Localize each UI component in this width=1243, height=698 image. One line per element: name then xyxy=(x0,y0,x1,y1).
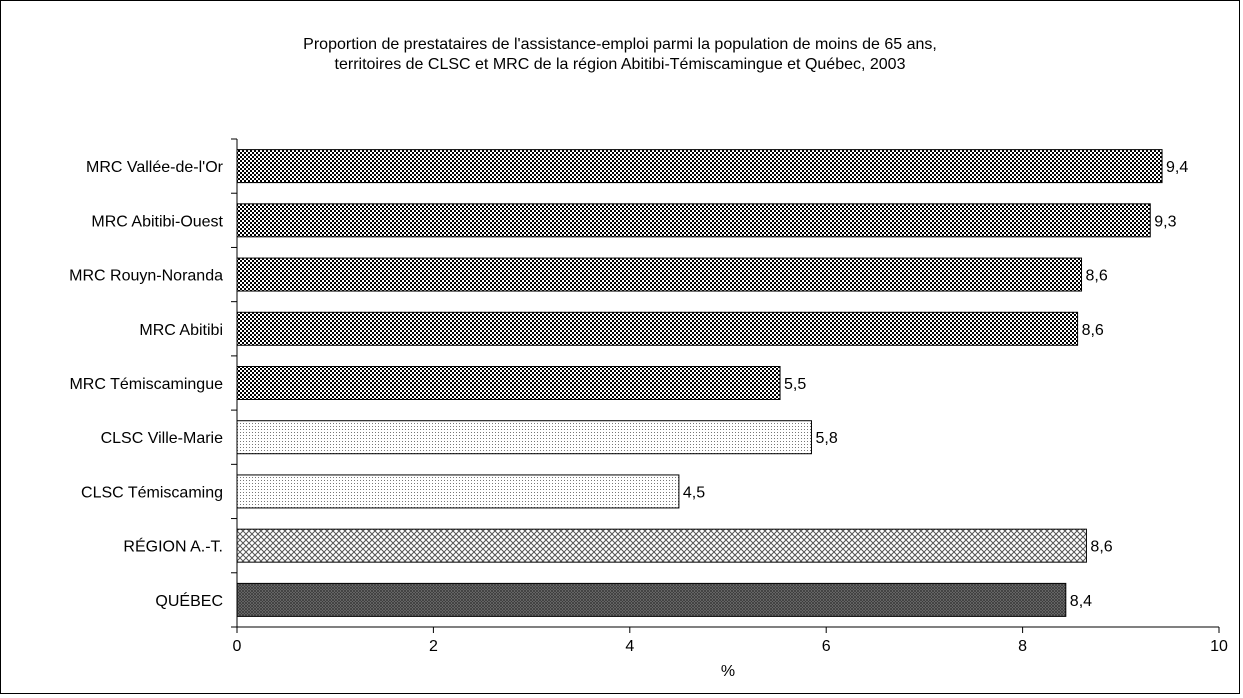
chart-title-line-1: Proportion de prestataires de l'assistan… xyxy=(303,36,937,53)
category-label: MRC Abitibi xyxy=(139,322,223,339)
value-label: 8,6 xyxy=(1082,322,1104,339)
bar xyxy=(236,420,812,455)
x-axis-label: % xyxy=(721,663,735,680)
x-tick-label: 0 xyxy=(233,638,242,655)
bar xyxy=(236,149,1163,184)
category-label: MRC Témiscamingue xyxy=(69,376,223,393)
category-label: CLSC Témiscaming xyxy=(81,484,223,501)
category-label: RÉGION A.-T. xyxy=(123,537,223,556)
chart-title-line-2: territoires de CLSC et MRC de la région … xyxy=(334,56,906,73)
value-label: 9,4 xyxy=(1166,159,1188,176)
category-label: MRC Rouyn-Noranda xyxy=(69,268,223,285)
value-label: 9,3 xyxy=(1154,213,1176,230)
bar xyxy=(236,257,1083,292)
x-tick-label: 6 xyxy=(822,638,831,655)
plot-area: 0 2 4 6 8 10% MRC Vallée-de-l'Or 9,4 MRC Abitibi… xyxy=(69,138,1228,680)
bar xyxy=(236,582,1067,617)
value-label: 5,5 xyxy=(784,376,806,393)
x-tick-label: 10 xyxy=(1210,638,1228,655)
value-label: 8,6 xyxy=(1086,268,1108,285)
x-tick-label: 2 xyxy=(429,638,438,655)
value-label: 4,5 xyxy=(683,484,705,501)
value-label: 8,4 xyxy=(1070,593,1092,610)
category-label: MRC Vallée-de-l'Or xyxy=(86,159,224,176)
value-label: 8,6 xyxy=(1090,539,1112,556)
x-tick-label: 8 xyxy=(1018,638,1027,655)
bar xyxy=(236,203,1151,238)
category-label: MRC Abitibi-Ouest xyxy=(91,213,223,230)
x-tick-label: 4 xyxy=(625,638,634,655)
bar xyxy=(236,528,1087,563)
category-label: QUÉBEC xyxy=(155,591,223,610)
bar xyxy=(236,474,680,509)
value-label: 5,8 xyxy=(815,430,837,447)
bar xyxy=(236,366,781,400)
bar xyxy=(236,311,1079,346)
chart-title: Proportion de prestataires de l'assistan… xyxy=(1,35,1239,75)
category-label: CLSC Ville-Marie xyxy=(101,430,224,447)
